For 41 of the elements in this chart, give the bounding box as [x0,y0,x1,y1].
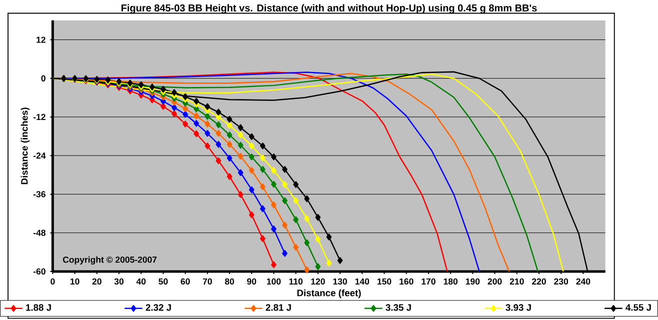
x-tick-label: 80 [224,278,234,284]
y-axis-title: Distance (inches) [20,108,30,184]
y-tick-label: 0 [41,75,46,82]
x-tick-label: 240 [576,278,590,284]
x-axis-title: Distance (feet) [297,289,361,298]
x-tick-label: 60 [180,278,190,284]
y-tick-label: 12 [36,36,46,43]
x-tick-label: 190 [466,278,480,284]
x-tick-label: 220 [532,278,546,284]
x-tick-label: 70 [202,278,212,284]
legend-label: 2.32 J [146,304,171,311]
y-tick-label: -24 [33,152,46,159]
x-tick-label: 40 [136,278,146,284]
x-tick-label: 160 [400,278,414,284]
x-tick-label: 0 [50,278,55,284]
y-tick-label: -36 [33,191,46,198]
y-tick-label: -60 [33,268,46,274]
x-tick-label: 110 [289,278,303,284]
legend-label: 2.81 J [266,304,291,311]
x-tick-label: 10 [70,278,80,284]
x-tick-label: 100 [267,278,281,284]
y-tick-label: -48 [33,230,46,236]
x-tick-label: 20 [92,278,102,284]
x-tick-label: 170 [422,278,436,284]
legend-label: 4.55 J [626,304,651,311]
x-tick-label: 130 [333,278,347,284]
x-tick-label: 200 [488,278,502,284]
y-tick-label: -12 [33,114,46,120]
x-tick-label: 180 [444,278,458,284]
x-tick-label: 90 [247,278,256,284]
legend-label: 3.35 J [386,304,411,311]
x-tick-label: 120 [311,278,325,284]
x-tick-label: 50 [158,278,168,284]
annotation: Copyright © 2005-2007 [62,256,157,264]
x-tick-label: 30 [114,278,124,284]
legend-label: 3.93 J [506,304,531,311]
x-tick-label: 210 [510,278,524,284]
legend-label: 1.88 J [26,304,51,311]
x-tick-label: 140 [355,278,370,284]
x-tick-label: 230 [554,278,568,284]
x-tick-label: 150 [378,278,392,284]
